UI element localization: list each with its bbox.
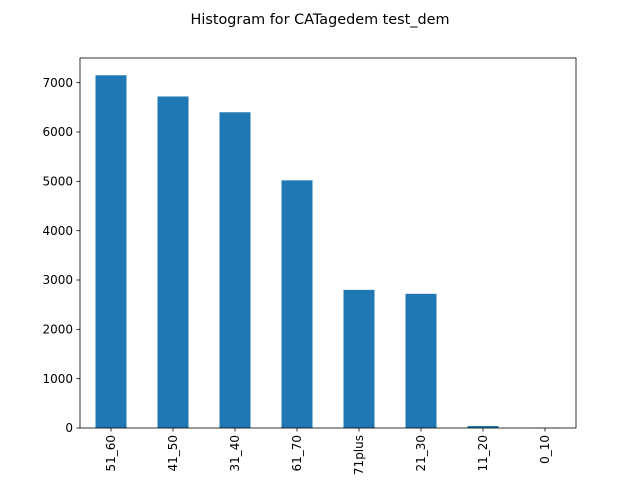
y-tick-label: 4000 xyxy=(42,224,73,238)
x-tick-label: 0_10 xyxy=(538,435,552,464)
x-tick-label: 21_30 xyxy=(414,435,428,472)
axes-frame xyxy=(80,58,576,428)
x-tick-label: 11_20 xyxy=(476,435,490,472)
plot-area: 0 1000 2000 3000 4000 5000 6000 7000 51_60 41_50… xyxy=(42,58,576,475)
y-tick-label: 1000 xyxy=(42,372,73,386)
y-tick-label: 5000 xyxy=(42,175,73,189)
bar-21_30 xyxy=(406,294,437,428)
y-tick-label: 3000 xyxy=(42,273,73,287)
bar-41_50 xyxy=(158,96,189,428)
x-tick-label: 61_70 xyxy=(290,435,304,472)
y-axis: 0 1000 2000 3000 4000 5000 6000 7000 xyxy=(42,76,80,435)
x-tick-label: 31_40 xyxy=(228,435,242,472)
x-tick-label: 51_60 xyxy=(104,435,118,472)
x-tick-label: 41_50 xyxy=(166,435,180,472)
y-tick-label: 7000 xyxy=(42,76,73,90)
bar-31_40 xyxy=(220,112,251,428)
x-axis: 51_60 41_50 31_40 61_70 71plus 21_30 11_20 0_10 xyxy=(104,428,552,475)
y-tick-label: 2000 xyxy=(42,323,73,337)
bar-71plus xyxy=(344,290,375,428)
y-tick-label: 0 xyxy=(65,421,73,435)
y-tick-label: 6000 xyxy=(42,125,73,139)
bar-61_70 xyxy=(282,180,313,428)
bar-51_60 xyxy=(96,75,127,428)
bars-group xyxy=(96,75,561,428)
x-tick-label: 71plus xyxy=(352,435,366,475)
chart-title: Histogram for CATagedem test_dem xyxy=(191,12,450,28)
